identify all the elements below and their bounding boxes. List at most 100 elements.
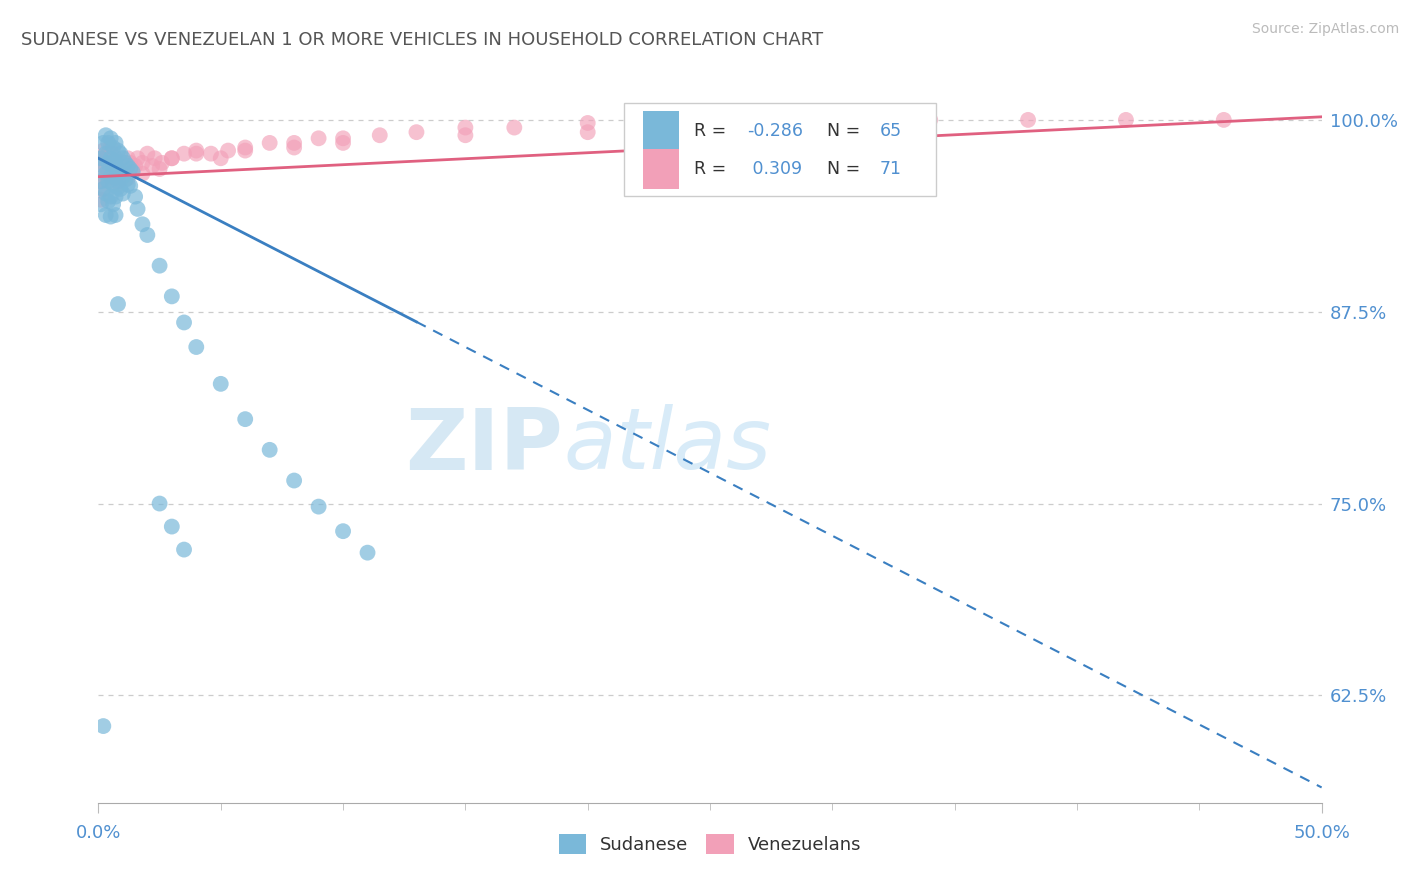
FancyBboxPatch shape: [624, 103, 936, 196]
Point: [160, 289, 183, 303]
Point: [150, 156, 173, 170]
Point: [110, 146, 132, 161]
Text: ZIP: ZIP: [405, 404, 564, 488]
Point: [90, 193, 112, 207]
Text: N =: N =: [817, 122, 866, 140]
Point: [107, 161, 129, 176]
Point: [104, 151, 127, 165]
Point: [104, 159, 127, 173]
Point: [110, 161, 132, 176]
Point: [308, 500, 330, 514]
Point: [308, 131, 330, 145]
Point: [503, 120, 526, 135]
Point: [131, 217, 153, 231]
Point: [117, 178, 139, 192]
Point: [94, 208, 117, 222]
Point: [91, 182, 114, 196]
Point: [143, 151, 166, 165]
Point: [104, 189, 127, 203]
Point: [173, 146, 195, 161]
Point: [94, 159, 117, 173]
Point: [94, 146, 117, 161]
Bar: [643, 149, 679, 189]
Point: [94, 151, 117, 165]
Point: [117, 171, 139, 186]
Point: [127, 202, 149, 216]
Point: [117, 159, 139, 173]
Point: [217, 144, 239, 158]
Point: [160, 519, 183, 533]
Point: [454, 128, 477, 143]
Text: SUDANESE VS VENEZUELAN 1 OR MORE VEHICLES IN HOUSEHOLD CORRELATION CHART: SUDANESE VS VENEZUELAN 1 OR MORE VEHICLE…: [21, 31, 824, 49]
Point: [149, 161, 172, 176]
Point: [283, 140, 305, 154]
Point: [209, 151, 232, 165]
Point: [283, 136, 305, 150]
Point: [131, 167, 153, 181]
Point: [124, 189, 146, 203]
Point: [104, 154, 127, 169]
Point: [454, 120, 477, 135]
Point: [173, 542, 195, 557]
Point: [90, 151, 112, 165]
Point: [650, 116, 672, 130]
Point: [101, 146, 124, 161]
Point: [94, 171, 117, 186]
Text: atlas: atlas: [564, 404, 772, 488]
Point: [368, 128, 391, 143]
Point: [332, 524, 354, 538]
Text: 65: 65: [880, 122, 903, 140]
Point: [356, 546, 378, 560]
Point: [91, 144, 114, 158]
Point: [107, 180, 129, 194]
Point: [114, 173, 136, 187]
Point: [101, 159, 124, 173]
Bar: [643, 111, 679, 151]
Point: [1115, 112, 1137, 127]
Point: [186, 340, 208, 354]
Point: [576, 125, 599, 139]
Point: [124, 159, 146, 173]
Point: [101, 178, 124, 192]
Point: [101, 171, 124, 186]
Point: [100, 151, 122, 165]
Point: [107, 174, 129, 188]
Point: [127, 151, 149, 165]
Point: [131, 156, 153, 170]
Point: [121, 161, 143, 176]
Point: [101, 167, 124, 181]
Point: [91, 182, 114, 196]
Point: [117, 151, 139, 165]
Point: [94, 167, 117, 181]
Point: [100, 140, 122, 154]
Text: N =: N =: [817, 160, 866, 178]
Point: [110, 165, 132, 179]
Point: [97, 146, 120, 161]
Point: [136, 227, 159, 242]
Point: [111, 156, 134, 170]
Point: [111, 169, 134, 184]
Point: [111, 161, 134, 176]
Point: [91, 136, 114, 150]
Point: [91, 161, 114, 176]
Point: [259, 136, 281, 150]
Point: [100, 189, 122, 203]
Point: [100, 159, 122, 173]
Point: [149, 259, 172, 273]
Point: [97, 167, 120, 181]
Point: [576, 116, 599, 130]
Point: [94, 128, 117, 143]
Point: [723, 112, 745, 127]
Point: [332, 131, 354, 145]
Point: [160, 151, 183, 165]
Point: [104, 136, 127, 150]
Point: [186, 146, 208, 161]
Point: [114, 156, 136, 170]
Point: [110, 182, 132, 196]
Point: [283, 474, 305, 488]
Point: [104, 208, 127, 222]
Text: -0.286: -0.286: [747, 122, 803, 140]
Point: [90, 197, 112, 211]
Point: [111, 186, 134, 201]
Text: 71: 71: [880, 160, 903, 178]
